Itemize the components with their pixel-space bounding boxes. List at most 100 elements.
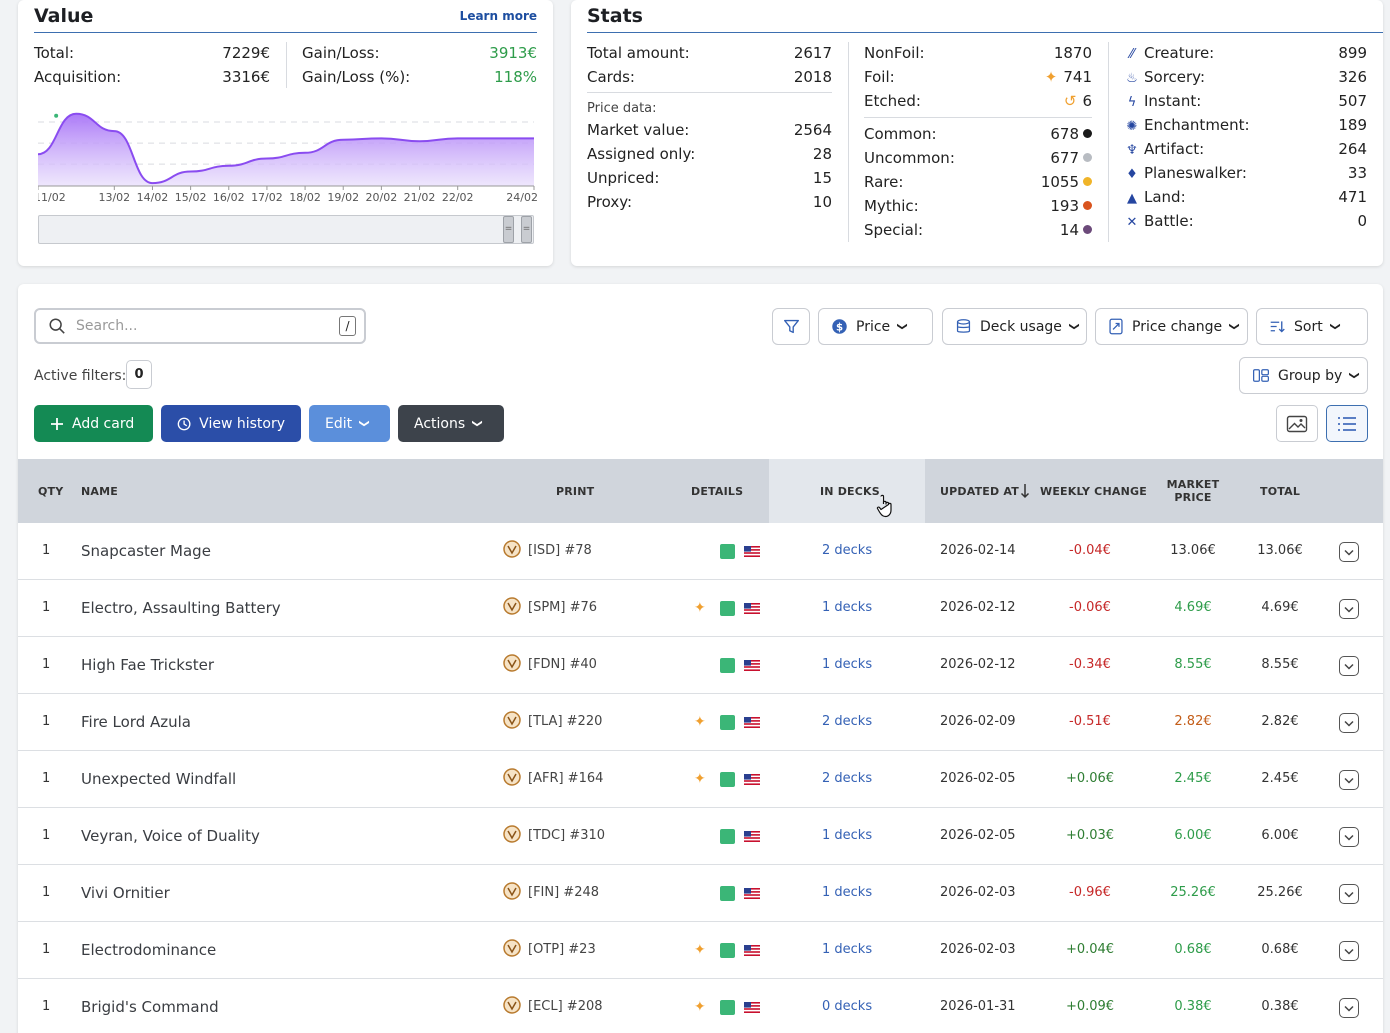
expand-row-button[interactable]: [1339, 941, 1359, 961]
view-history-button[interactable]: View history: [161, 405, 301, 442]
table-row[interactable]: 1 Veyran, Voice of Duality [TDC] #310 1 dec…: [18, 808, 1383, 865]
card-name[interactable]: Electrodominance: [81, 941, 217, 959]
chevron-down-icon: [1344, 1005, 1354, 1012]
table-row[interactable]: 1 Fire Lord Azula [TLA] #220 ✦ 2 decks 2026-0…: [18, 694, 1383, 751]
filter-button[interactable]: [772, 308, 810, 345]
stats-col2-divider: [864, 117, 1092, 118]
stat-label: ♨ Sorcery:: [1124, 66, 1205, 90]
expand-row-button[interactable]: [1339, 656, 1359, 676]
stat-row: Mythic: 193: [864, 195, 1092, 217]
in-decks-link[interactable]: 1 decks: [822, 657, 873, 672]
col-header-print[interactable]: PRINT: [556, 484, 595, 498]
col-header-market-price[interactable]: MARKET PRICE: [1163, 459, 1223, 523]
search-input[interactable]: [76, 316, 326, 336]
image-view-toggle[interactable]: [1276, 405, 1318, 442]
card-name[interactable]: Veyran, Voice of Duality: [81, 827, 260, 845]
acquisition-value: 3316€: [222, 68, 270, 86]
expand-row-button[interactable]: [1339, 998, 1359, 1018]
rarity-dot-icon: [1083, 225, 1092, 234]
x-tick-label: 17/02: [251, 191, 283, 204]
table-row[interactable]: 1 Electro, Assaulting Battery [SPM] #76 ✦ 1 …: [18, 580, 1383, 637]
card-name[interactable]: Brigid's Command: [81, 998, 219, 1016]
in-decks-link[interactable]: 1 decks: [822, 600, 873, 615]
market-price-label-1: MARKET: [1166, 478, 1220, 491]
print-cell[interactable]: [FIN] #248: [502, 865, 599, 921]
in-decks-link[interactable]: 1 decks: [822, 942, 873, 957]
stat-value-text: 193: [1050, 197, 1079, 215]
stat-label: Uncommon:: [864, 147, 955, 169]
table-row[interactable]: 1 Vivi Ornitier [FIN] #248 1 decks 2026-02-0…: [18, 865, 1383, 922]
table-row[interactable]: 1 Electrodominance [OTP] #23 ✦ 1 decks 2026-0…: [18, 922, 1383, 979]
add-card-button[interactable]: Add card: [34, 405, 153, 442]
chevron-down-icon: ❯: [1228, 322, 1240, 331]
chevron-down-icon: [1344, 891, 1354, 898]
card-name[interactable]: High Fae Trickster: [81, 656, 215, 674]
card-name[interactable]: Snapcaster Mage: [81, 542, 211, 560]
col-header-updated-at[interactable]: UPDATED AT: [940, 459, 1030, 523]
learn-more-link[interactable]: Learn more: [459, 9, 537, 23]
stat-value: 0: [1357, 210, 1367, 232]
col-header-name[interactable]: NAME: [81, 484, 118, 498]
edit-dropdown-button[interactable]: Edit ❯: [309, 405, 390, 442]
in-decks-link[interactable]: 2 decks: [822, 714, 873, 729]
actions-dropdown-button[interactable]: Actions ❯: [398, 405, 504, 442]
expand-row-button[interactable]: [1339, 713, 1359, 733]
in-decks-link[interactable]: 2 decks: [822, 771, 873, 786]
price-change-dropdown[interactable]: Price change ❯: [1095, 308, 1248, 345]
active-filters-count[interactable]: 0: [126, 360, 152, 389]
sort-dropdown[interactable]: Sort ❯: [1256, 308, 1368, 345]
stat-value: 264: [1338, 138, 1367, 160]
col-header-details[interactable]: DETAILS: [691, 484, 744, 498]
qty-cell: 1: [42, 657, 51, 672]
chart-range-slider[interactable]: [38, 215, 534, 244]
col-header-qty[interactable]: QTY: [38, 484, 64, 498]
card-name[interactable]: Electro, Assaulting Battery: [81, 599, 281, 617]
col-header-in-decks[interactable]: IN DECKS: [820, 484, 880, 498]
in-decks-link[interactable]: 1 decks: [822, 885, 873, 900]
col-header-total[interactable]: TOTAL: [1260, 484, 1301, 498]
expand-row-button[interactable]: [1339, 599, 1359, 619]
price-data-label: Price data:: [587, 101, 657, 116]
value-chart[interactable]: 11/02 13/02 14/02 15/02 16/02 17/02 18/02 19/02…: [38, 100, 538, 208]
col-header-weekly-change[interactable]: WEEKLY CHANGE: [1040, 484, 1147, 498]
stat-label-text: Battle:: [1144, 212, 1194, 230]
range-handle-right[interactable]: =: [521, 216, 532, 243]
rarity-dot-icon: [1083, 177, 1092, 186]
search-box[interactable]: /: [34, 308, 366, 344]
table-row[interactable]: 1 Brigid's Command [ECL] #208 ✦ 0 decks 2026-…: [18, 979, 1383, 1033]
card-name[interactable]: Fire Lord Azula: [81, 713, 192, 731]
stat-row: ▲ Land: 471: [1124, 186, 1367, 208]
filter-icon: [783, 319, 799, 334]
price-dropdown[interactable]: $ Price ❯: [818, 308, 933, 345]
print-cell[interactable]: [OTP] #23: [502, 922, 596, 978]
chevron-down-icon: ❯: [896, 322, 908, 331]
in-decks-link[interactable]: 1 decks: [822, 828, 873, 843]
chevron-down-icon: [1344, 834, 1354, 841]
in-decks-link[interactable]: 0 decks: [822, 999, 873, 1014]
total-cell: 8.55€: [1261, 657, 1299, 672]
print-cell[interactable]: [SPM] #76: [502, 580, 597, 636]
expand-row-button[interactable]: [1339, 542, 1359, 562]
expand-row-button[interactable]: [1339, 770, 1359, 790]
stat-value-text: 2564: [793, 121, 832, 139]
expand-row-button[interactable]: [1339, 884, 1359, 904]
range-handle-left[interactable]: =: [503, 216, 514, 243]
list-view-toggle[interactable]: [1326, 405, 1368, 442]
card-name[interactable]: Unexpected Windfall: [81, 770, 237, 788]
print-cell[interactable]: [TLA] #220: [502, 694, 602, 750]
print-cell[interactable]: [FDN] #40: [502, 637, 597, 693]
print-cell[interactable]: [AFR] #164: [502, 751, 603, 807]
group-by-dropdown[interactable]: Group by ❯: [1239, 357, 1368, 394]
card-name[interactable]: Vivi Ornitier: [81, 884, 170, 902]
print-cell[interactable]: [ISD] #78: [502, 523, 592, 579]
print-cell[interactable]: [TDC] #310: [502, 808, 605, 864]
stat-row: ♆ Artifact: 264: [1124, 138, 1367, 160]
expand-row-button[interactable]: [1339, 827, 1359, 847]
print-cell[interactable]: [ECL] #208: [502, 979, 603, 1033]
deck-usage-dropdown[interactable]: Deck usage ❯: [942, 308, 1087, 345]
in-decks-link[interactable]: 2 decks: [822, 543, 873, 558]
table-row[interactable]: 1 Unexpected Windfall [AFR] #164 ✦ 2 decks 20…: [18, 751, 1383, 808]
gain-loss-pct-label: Gain/Loss (%):: [302, 68, 411, 86]
table-row[interactable]: 1 Snapcaster Mage [ISD] #78 2 decks 2026-02-…: [18, 523, 1383, 580]
table-row[interactable]: 1 High Fae Trickster [FDN] #40 1 decks 2026-…: [18, 637, 1383, 694]
